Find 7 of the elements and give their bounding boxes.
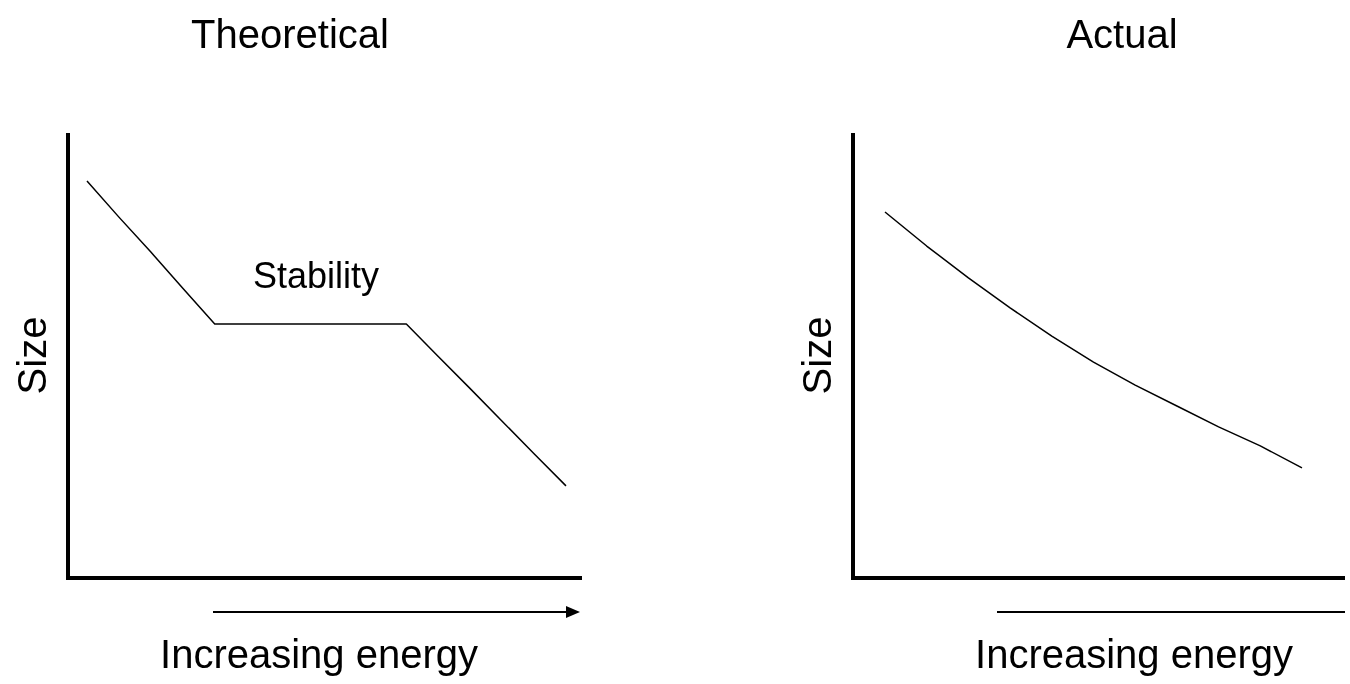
x-axis-title: Increasing energy xyxy=(160,632,478,676)
chart-title: Actual xyxy=(1066,12,1178,56)
x-axis-title: Increasing energy xyxy=(975,632,1293,676)
y-axis-title: Size xyxy=(795,316,839,395)
chart-title: Theoretical xyxy=(191,12,389,56)
y-axis-title: Size xyxy=(10,316,54,395)
annotation: Stability xyxy=(252,255,380,296)
